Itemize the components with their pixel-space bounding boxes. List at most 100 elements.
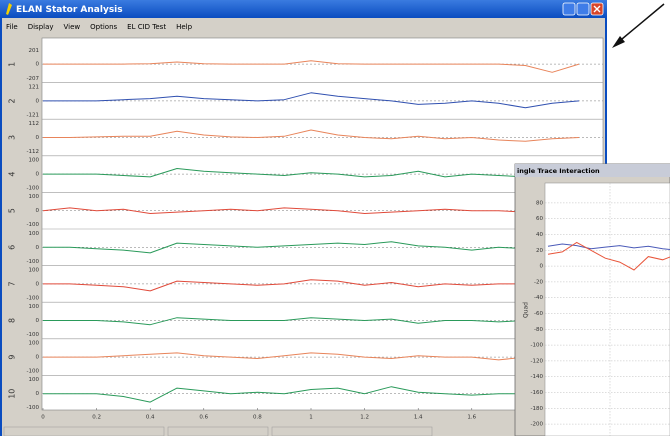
y-axis-label: Quad xyxy=(523,302,530,318)
x-tick-label: 1 xyxy=(309,415,313,421)
x-tick-label: 0.2 xyxy=(92,415,101,421)
x-tick-label: 0.8 xyxy=(253,415,262,421)
y-tick-label: -20 xyxy=(534,279,543,285)
y-tick-label: 121 xyxy=(29,84,40,90)
menu-item[interactable]: EL CID Test xyxy=(127,23,166,31)
trace xyxy=(43,92,580,109)
strip-label: 6 xyxy=(8,245,17,250)
maximize-button[interactable] xyxy=(576,2,590,16)
y-tick-label: 0 xyxy=(36,281,40,287)
y-tick-label: 80 xyxy=(536,200,543,206)
y-tick-label: -100 xyxy=(27,295,40,301)
menu-item[interactable]: View xyxy=(64,23,81,31)
title-bar xyxy=(0,0,607,18)
y-tick-label: -100 xyxy=(27,405,40,411)
trace xyxy=(43,129,580,142)
inset-trace xyxy=(547,243,670,251)
x-tick-label: 0 xyxy=(41,415,45,421)
y-tick-label: -100 xyxy=(27,222,40,228)
status-panel xyxy=(167,426,269,436)
y-tick-label: -207 xyxy=(27,76,40,82)
y-tick-label: -80 xyxy=(534,327,543,333)
y-tick-label: -121 xyxy=(27,112,39,118)
y-tick-label: -200 xyxy=(531,422,544,428)
strip-label: 1 xyxy=(8,62,17,67)
strip-label: 5 xyxy=(8,208,17,213)
y-tick-label: -100 xyxy=(27,259,40,265)
y-tick-label: 100 xyxy=(29,194,40,200)
x-tick-label: 0.4 xyxy=(146,415,155,421)
x-tick-label: 0.6 xyxy=(199,415,208,421)
y-tick-label: 100 xyxy=(29,377,40,383)
y-tick-label: 100 xyxy=(29,158,40,164)
menu-item[interactable]: File xyxy=(6,23,18,31)
menu-item[interactable]: Options xyxy=(90,23,117,31)
y-tick-label: 0 xyxy=(36,391,40,397)
strip-label: 2 xyxy=(8,98,17,103)
trace xyxy=(43,317,579,326)
menu-bar: File Display View Options EL CID Test Help xyxy=(6,23,193,31)
strip-label: 9 xyxy=(8,355,17,360)
y-tick-label: -100 xyxy=(27,369,40,375)
trace xyxy=(43,60,580,73)
close-x xyxy=(593,5,601,13)
trace-chart: 12010-20721210-12131120-11241000-1005100… xyxy=(8,48,603,421)
inset-plot-area xyxy=(544,182,670,436)
plot-area xyxy=(41,37,604,411)
y-tick-label: -100 xyxy=(27,186,40,192)
trace xyxy=(43,241,580,254)
x-tick-label: 1.6 xyxy=(467,415,476,421)
y-tick-label: 0 xyxy=(36,208,40,214)
y-tick-label: 100 xyxy=(29,304,40,310)
y-tick-label: 0 xyxy=(36,135,40,141)
y-tick-label: -180 xyxy=(531,406,544,412)
app-icon xyxy=(6,3,12,15)
y-tick-label: -40 xyxy=(534,295,543,301)
menu-item[interactable]: Display xyxy=(28,23,54,31)
status-panel xyxy=(271,426,433,436)
y-tick-label: 0 xyxy=(36,62,40,68)
trace xyxy=(43,386,579,403)
menu-item[interactable]: Help xyxy=(176,23,193,31)
y-tick-label: 20 xyxy=(536,248,543,254)
y-tick-label: 60 xyxy=(536,216,543,222)
minimize-button[interactable] xyxy=(562,2,576,16)
y-tick-label: 100 xyxy=(29,231,40,237)
status-panel xyxy=(3,426,165,436)
status-bar xyxy=(2,425,605,436)
trace xyxy=(43,279,579,292)
inset-title-bar xyxy=(515,164,670,177)
y-tick-label: -160 xyxy=(531,390,544,396)
x-tick-label: 1.2 xyxy=(360,415,369,421)
trace xyxy=(42,207,579,214)
strip-label: 8 xyxy=(8,318,17,323)
y-tick-label: 201 xyxy=(29,48,40,54)
y-tick-label: 0 xyxy=(540,264,544,270)
y-tick-label: 100 xyxy=(29,267,40,273)
window-title: ELAN Stator Analysis xyxy=(16,5,123,15)
y-tick-label: 100 xyxy=(29,341,40,347)
y-tick-label: 0 xyxy=(36,98,40,104)
y-tick-label: -112 xyxy=(27,149,39,155)
y-tick-label: 0 xyxy=(36,172,40,178)
trace xyxy=(43,352,579,361)
y-tick-label: 40 xyxy=(536,232,543,238)
arrow-head xyxy=(612,36,625,48)
y-tick-label: -100 xyxy=(531,343,544,349)
y-tick-label: 0 xyxy=(36,355,40,361)
x-tick-label: 1.4 xyxy=(414,415,423,421)
y-tick-label: 112 xyxy=(29,121,40,127)
y-tick-label: -120 xyxy=(531,358,544,364)
inset-trace xyxy=(547,241,670,271)
y-tick-label: 0 xyxy=(36,318,40,324)
y-tick-label: -140 xyxy=(531,374,544,380)
traces xyxy=(42,60,603,403)
y-tick-label: -100 xyxy=(27,332,40,338)
y-tick-label: -60 xyxy=(534,311,543,317)
y-tick-label: 0 xyxy=(36,245,40,251)
inset-title: ingle Trace Interaction xyxy=(517,167,600,175)
trace xyxy=(43,168,579,178)
strip-label: 4 xyxy=(8,172,17,177)
arrow xyxy=(615,3,665,45)
